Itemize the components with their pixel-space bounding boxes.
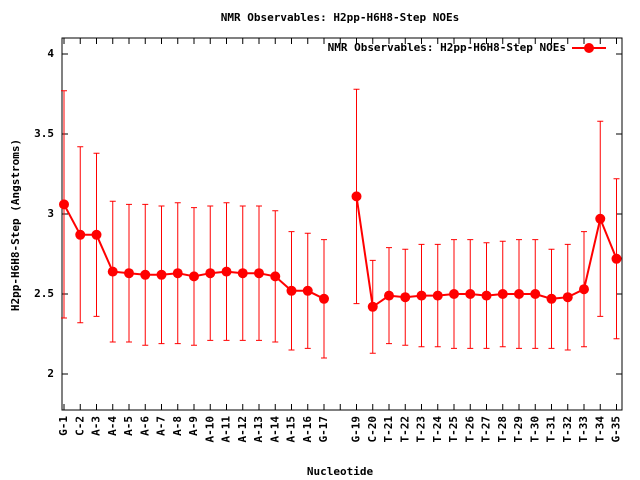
point [497,289,508,299]
point [595,213,606,224]
point [254,268,264,279]
point [124,268,134,279]
point [432,290,443,301]
x-tick-label: T-26 [463,416,476,443]
point [579,284,589,295]
x-tick-label: T-22 [398,416,411,443]
point [59,199,69,210]
plot-border [61,37,623,411]
x-tick-label: T-28 [496,416,509,443]
x-tick-label: T-30 [528,416,541,443]
y-tick-label: 4 [47,47,54,60]
y-axis-label: H2pp-H6H8-Step (Angstroms) [9,139,22,311]
point [449,289,459,299]
point [319,293,329,304]
point [481,290,492,301]
point [562,292,573,303]
point [205,268,216,279]
point [416,290,427,301]
x-tick-label: T-24 [431,416,444,443]
x-tick-label: T-27 [480,416,493,443]
point [384,290,394,301]
x-tick-label: A-7 [155,416,168,436]
x-tick-label: A-10 [203,416,216,443]
x-tick-label: A-12 [236,416,249,443]
legend-marker [584,43,594,53]
x-tick-label: A-6 [138,416,151,436]
point [546,293,557,304]
legend-label: NMR Observables: H2pp-H6H8-Step NOEs [328,41,566,54]
point [465,289,476,299]
point [351,191,362,202]
point [189,271,199,282]
point [221,266,232,277]
x-tick-label: T-25 [447,416,460,443]
point [530,289,541,299]
x-tick-label: A-9 [187,416,200,436]
x-tick-label: G-19 [350,416,363,443]
point [270,271,281,282]
x-tick-label: C-20 [366,416,379,443]
point [156,269,167,280]
x-tick-label: A-3 [90,416,103,436]
point [140,269,151,280]
x-tick-label: T-23 [415,416,428,443]
point [611,253,622,264]
x-tick-label: T-29 [512,416,525,443]
point [367,301,378,312]
point [237,268,248,279]
point [91,229,102,240]
point [400,292,411,303]
point [302,285,313,296]
x-tick-label: A-5 [122,416,135,436]
point [107,266,118,277]
y-tick-label: 2 [47,367,54,380]
point [514,289,524,299]
point [286,285,297,296]
x-tick-label: A-8 [171,416,184,436]
x-tick-label: A-14 [268,416,281,443]
x-tick-label: A-13 [252,416,265,443]
x-axis-label: Nucleotide [307,465,374,478]
x-tick-label: T-31 [545,416,558,443]
x-tick-label: T-33 [577,416,590,443]
y-tick-label: 3 [47,207,54,220]
x-tick-label: G-17 [317,416,330,443]
point [75,229,86,240]
point [172,268,183,279]
x-tick-label: C-2 [73,416,86,436]
x-tick-label: A-15 [285,416,298,443]
chart-title: NMR Observables: H2pp-H6H8-Step NOEs [221,11,459,24]
x-tick-label: A-11 [220,416,233,443]
x-tick-label: G-1 [57,416,70,436]
x-tick-label: T-34 [593,416,606,443]
x-tick-label: A-16 [301,416,314,443]
x-tick-label: A-4 [106,416,119,436]
x-tick-label: G-35 [610,416,623,443]
x-tick-label: T-21 [382,416,395,443]
x-tick-label: T-32 [561,416,574,443]
y-tick-label: 3.5 [34,127,54,140]
y-tick-label: 2.5 [34,287,54,300]
